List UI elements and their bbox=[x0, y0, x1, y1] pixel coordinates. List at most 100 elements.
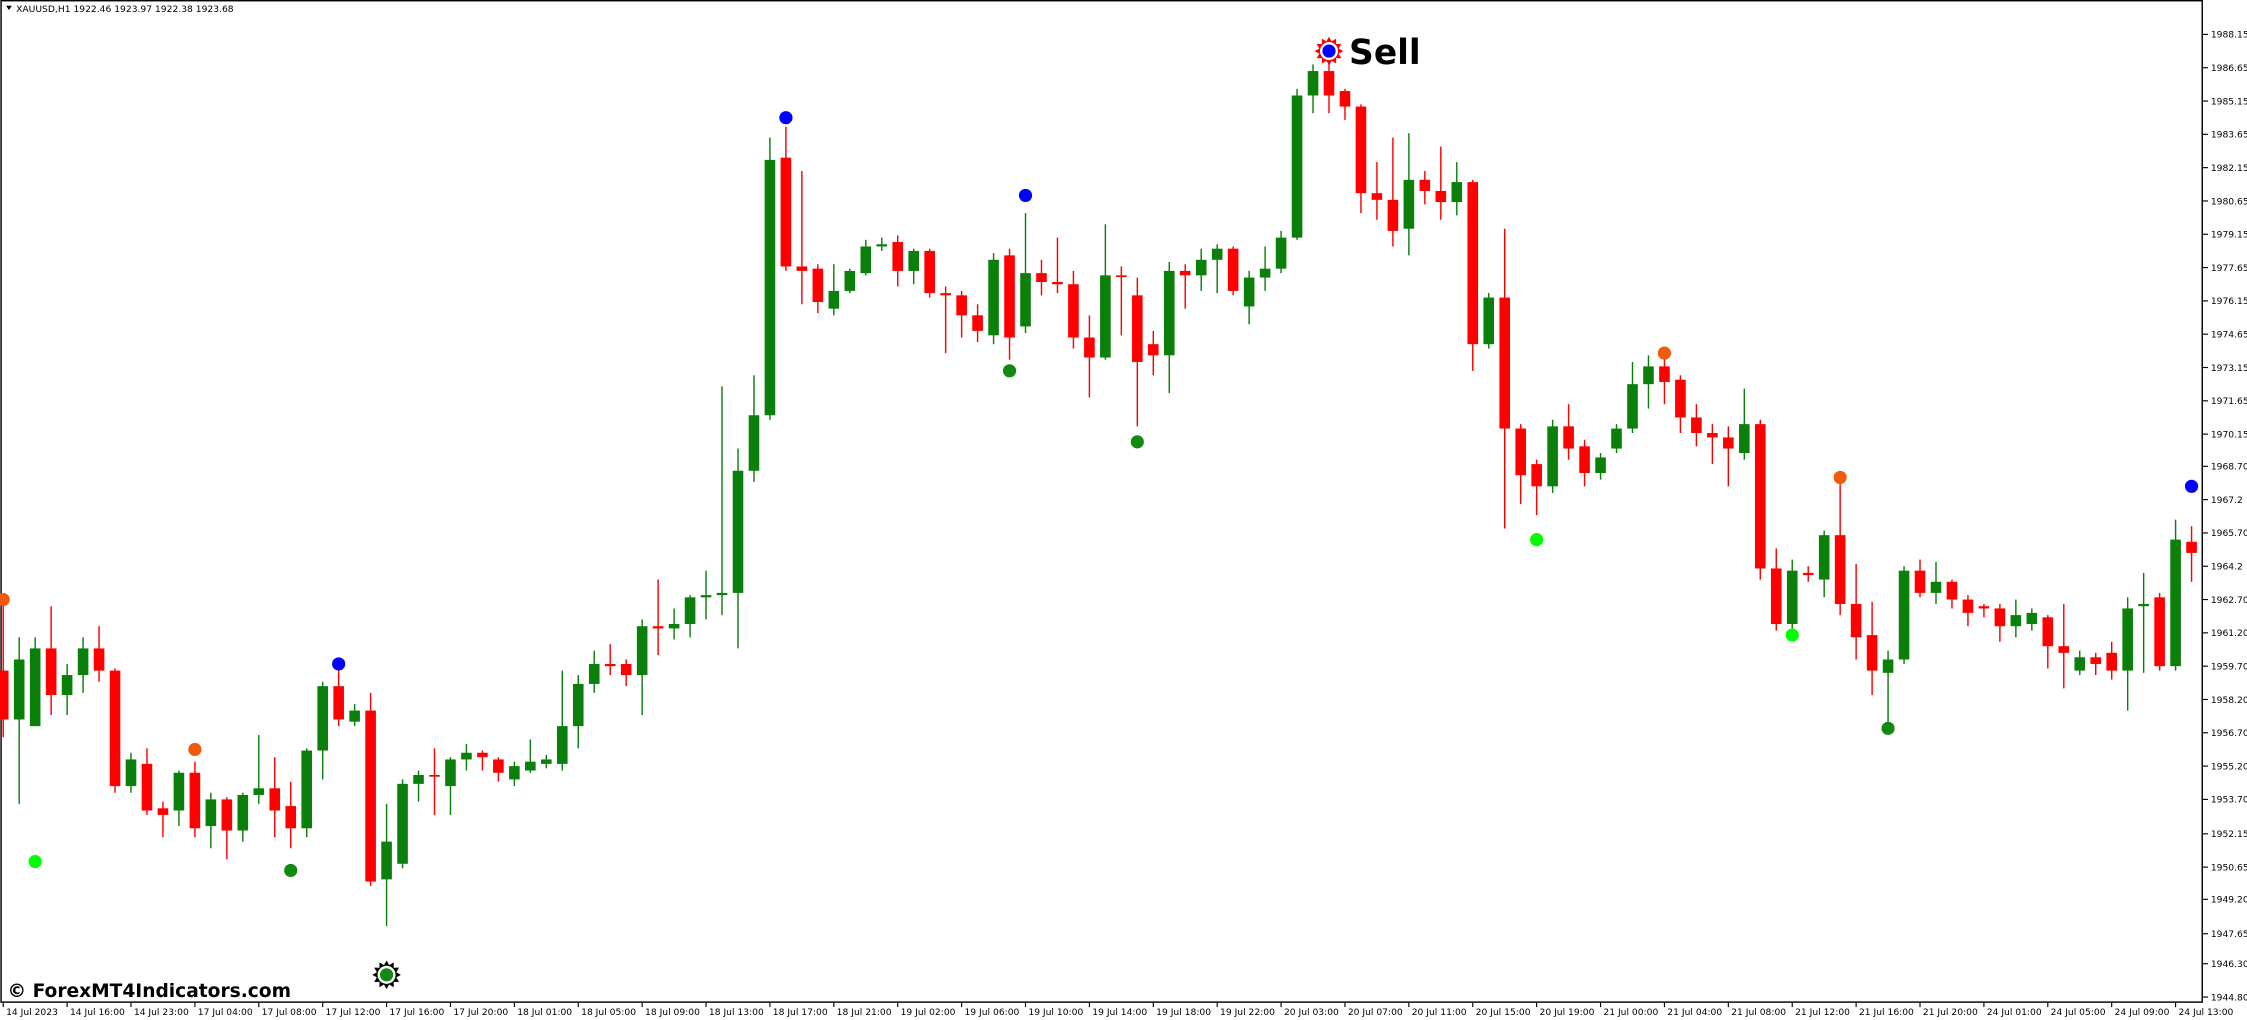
candle-body bbox=[1834, 535, 1846, 604]
candle-body bbox=[2010, 615, 2022, 627]
candle-body bbox=[876, 244, 888, 247]
candle-body bbox=[2074, 657, 2086, 671]
y-tick-label: 1958.20 bbox=[2211, 695, 2247, 706]
candle-body bbox=[1770, 568, 1782, 624]
candle-body bbox=[109, 670, 121, 787]
candle-body bbox=[2106, 652, 2117, 671]
candle-body bbox=[221, 799, 233, 831]
candle-body bbox=[1387, 199, 1399, 231]
x-tick-label: 21 Jul 12:00 bbox=[1795, 1007, 1850, 1018]
x-tick-label: 19 Jul 18:00 bbox=[1156, 1007, 1211, 1018]
x-tick-label: 14 Jul 16:00 bbox=[70, 1007, 125, 1018]
watermark: © ForexMT4Indicators.com bbox=[8, 981, 291, 1002]
candle-body bbox=[1100, 275, 1111, 358]
x-tick-label: 24 Jul 05:00 bbox=[2051, 1007, 2106, 1018]
x-tick-label: 19 Jul 06:00 bbox=[964, 1007, 1019, 1018]
signal-dot bbox=[188, 742, 202, 757]
candle-body bbox=[1419, 179, 1431, 191]
candle-body bbox=[1227, 248, 1239, 291]
candle-body bbox=[1978, 606, 1990, 609]
candle-body bbox=[365, 710, 376, 882]
x-tick-label: 21 Jul 04:00 bbox=[1667, 1007, 1722, 1018]
candle-body bbox=[700, 595, 712, 598]
candle-body bbox=[2154, 597, 2165, 667]
candle-body bbox=[2058, 646, 2070, 653]
candle-body bbox=[1675, 379, 1686, 418]
signal-dot bbox=[1130, 435, 1144, 449]
candle-body bbox=[716, 592, 728, 596]
candle-body bbox=[93, 648, 105, 671]
candle-body bbox=[1563, 426, 1574, 449]
candle-body bbox=[812, 268, 824, 302]
candle-body bbox=[652, 626, 664, 629]
candle-body bbox=[956, 295, 967, 316]
candle-body bbox=[349, 710, 360, 722]
symbol-menu-icon bbox=[6, 5, 12, 11]
signal-label: Sell bbox=[1349, 33, 1421, 73]
candle-body bbox=[1643, 366, 1654, 385]
y-tick-label: 1949.20 bbox=[2211, 895, 2247, 906]
signal-dot bbox=[332, 657, 346, 671]
candle-body bbox=[1355, 106, 1367, 194]
candle-body bbox=[477, 752, 488, 758]
candle-body bbox=[1435, 190, 1447, 203]
x-tick-label: 19 Jul 10:00 bbox=[1028, 1007, 1083, 1018]
y-tick-label: 1988.15 bbox=[2211, 30, 2247, 41]
candle-body bbox=[2122, 608, 2133, 671]
candle-body bbox=[1579, 446, 1590, 473]
candle-body bbox=[1116, 275, 1127, 278]
signal-dot bbox=[28, 854, 42, 869]
signal-dot bbox=[284, 863, 298, 878]
x-tick-label: 18 Jul 21:00 bbox=[837, 1007, 892, 1018]
candle-body bbox=[1659, 366, 1670, 382]
x-tick-label: 17 Jul 04:00 bbox=[198, 1007, 253, 1018]
signal-dot bbox=[0, 592, 10, 607]
x-tick-label: 21 Jul 20:00 bbox=[1923, 1007, 1978, 1018]
candle-body bbox=[1483, 297, 1495, 345]
candle-body bbox=[572, 683, 584, 727]
x-tick-label: 18 Jul 13:00 bbox=[709, 1007, 764, 1018]
candle-body bbox=[1515, 428, 1526, 476]
x-tick-label: 17 Jul 16:00 bbox=[389, 1007, 444, 1018]
candle-body bbox=[732, 470, 744, 593]
candle-body bbox=[1211, 248, 1223, 260]
signal-dot bbox=[1833, 470, 1847, 485]
candle-body bbox=[1946, 581, 1958, 600]
candle-body bbox=[1339, 91, 1351, 107]
candle-body bbox=[0, 670, 9, 720]
candle-body bbox=[1898, 570, 1910, 660]
candle-body bbox=[509, 766, 520, 780]
signal-dot bbox=[1002, 364, 1017, 378]
candle-body bbox=[461, 752, 472, 760]
x-tick-label: 14 Jul 23:00 bbox=[134, 1007, 189, 1018]
y-tick-label: 1986.65 bbox=[2211, 63, 2247, 74]
candle-body bbox=[237, 794, 249, 831]
x-tick-label: 19 Jul 02:00 bbox=[901, 1007, 956, 1018]
candle-body bbox=[1547, 426, 1558, 487]
signal-dot bbox=[1530, 533, 1544, 547]
candle-body bbox=[748, 415, 760, 471]
candle-body bbox=[1291, 95, 1303, 238]
x-tick-label: 20 Jul 15:00 bbox=[1476, 1007, 1531, 1018]
candle-body bbox=[45, 648, 57, 696]
candle-body bbox=[1595, 457, 1606, 473]
candle-body bbox=[429, 774, 440, 777]
x-tick-label: 24 Jul 01:00 bbox=[1987, 1007, 2042, 1018]
candle-body bbox=[1611, 428, 1622, 449]
candle-body bbox=[1179, 270, 1191, 276]
candle-body bbox=[333, 686, 344, 720]
candle-body bbox=[1850, 603, 1862, 638]
candle-body bbox=[972, 315, 983, 331]
x-tick-label: 18 Jul 05:00 bbox=[581, 1007, 636, 1018]
candle-body bbox=[1195, 259, 1207, 276]
candle-body bbox=[1275, 237, 1287, 269]
y-tick-label: 1956.70 bbox=[2211, 728, 2247, 739]
signal-dot bbox=[779, 111, 793, 125]
candle-body bbox=[397, 783, 408, 864]
candle-body bbox=[1707, 433, 1718, 438]
x-tick-label: 19 Jul 14:00 bbox=[1092, 1007, 1147, 1018]
candle-body bbox=[1036, 273, 1047, 283]
x-tick-label: 17 Jul 12:00 bbox=[326, 1007, 381, 1018]
candle-body bbox=[1259, 268, 1271, 278]
